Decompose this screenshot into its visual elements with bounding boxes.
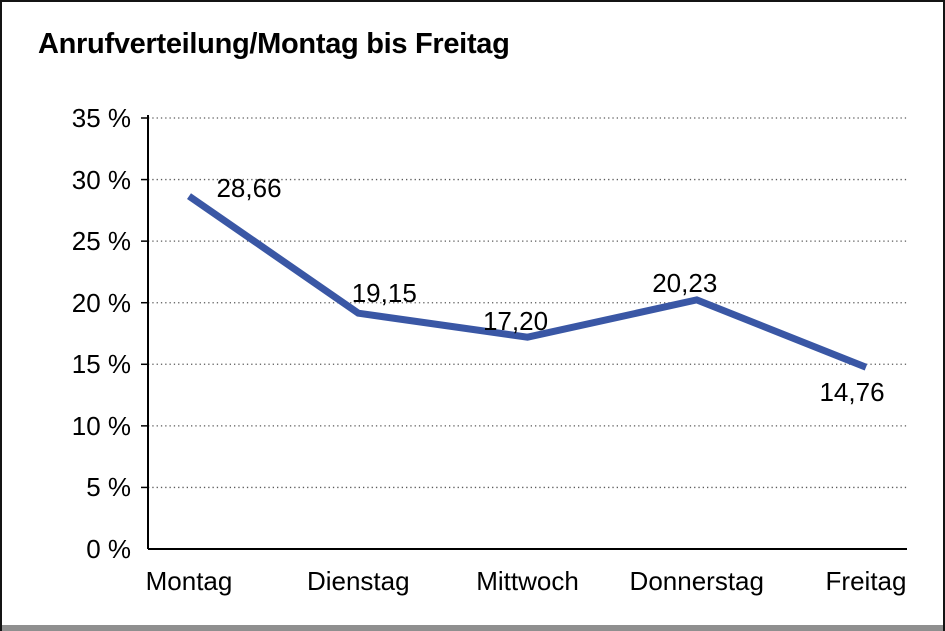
x-category-label: Montag: [145, 566, 233, 596]
y-tick-label: 0 %: [86, 534, 131, 564]
y-tick-label: 10 %: [71, 410, 131, 441]
series-line: [187, 193, 868, 371]
x-category-label: Donnerstag: [629, 566, 764, 596]
x-category-label: Freitag: [825, 566, 907, 596]
data-point-label: 28,66: [216, 173, 282, 204]
chart-title: Anrufverteilung/Montag bis Freitag: [38, 28, 510, 60]
x-category-label: Dienstag: [306, 566, 410, 596]
y-tick-label: 15 %: [71, 349, 131, 380]
data-point-label: 14,76: [819, 377, 885, 408]
data-point-label: 20,23: [652, 267, 718, 298]
x-category-label: Mittwoch: [476, 566, 579, 596]
y-tick-label: 35 %: [71, 103, 131, 133]
y-tick-label: 30 %: [71, 164, 131, 195]
y-tick-label: 5 %: [86, 472, 131, 503]
data-point-label: 17,20: [482, 306, 549, 337]
y-tick-label: 20 %: [71, 287, 131, 318]
data-point-label: 19,15: [351, 278, 417, 309]
y-tick-label: 25 %: [71, 226, 131, 257]
frame-bottom-edge: [2, 625, 943, 631]
